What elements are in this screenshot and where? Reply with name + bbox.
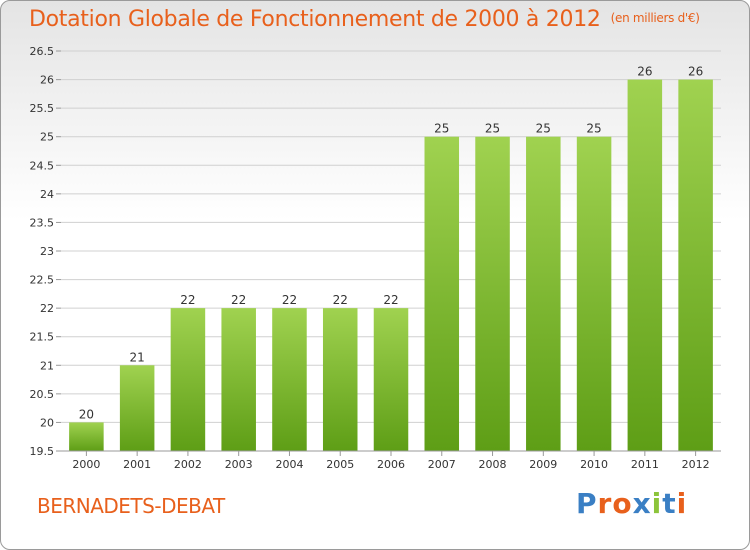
x-tick-label: 2006	[377, 458, 405, 471]
y-tick-label: 25	[40, 131, 54, 144]
bar-value-label: 21	[130, 350, 145, 364]
bar-value-label: 22	[231, 293, 246, 307]
x-tick-label: 2005	[326, 458, 354, 471]
bar-value-label: 25	[536, 122, 551, 136]
bar-2001	[119, 365, 155, 451]
bar-value-label: 22	[282, 293, 297, 307]
x-axis: 2000 2001 2002 2003 2004 2005 2006 2007 2008 2009…	[72, 451, 710, 471]
bar-value-label: 25	[586, 122, 601, 136]
x-tick-label: 2009	[529, 458, 557, 471]
x-tick-label: 2001	[123, 458, 151, 471]
bar-2010	[576, 136, 612, 451]
logo-letter: x	[632, 487, 652, 520]
logo-letter: o	[612, 487, 633, 520]
y-tick-label: 25.5	[30, 102, 55, 115]
logo-letter: t	[662, 487, 677, 520]
chart-title: Dotation Globale de Fonctionnement de 20…	[29, 7, 700, 32]
bar-2009	[526, 136, 561, 451]
x-tick-label: 2008	[479, 458, 507, 471]
bar-value-label: 22	[333, 293, 348, 307]
bars: 20 21 22 22 22 22 22 25 25 25 25 26 26	[69, 65, 713, 452]
bar-value-label: 25	[434, 122, 449, 136]
y-tick-label: 22.5	[30, 274, 55, 287]
x-tick-label: 2000	[72, 458, 100, 471]
y-axis: 19.5 20 20.5 21 21.5 22 22.5 23 23.5 24 24.5 25 25.5…	[30, 45, 61, 458]
x-tick-label: 2010	[580, 458, 608, 471]
logo-letter: i	[676, 487, 688, 520]
x-tick-label: 2002	[174, 458, 202, 471]
logo-letter: i	[651, 487, 663, 520]
y-tick-label: 24.5	[30, 159, 55, 172]
y-tick-label: 26	[40, 74, 54, 87]
x-tick-label: 2004	[275, 458, 303, 471]
y-tick-label: 26.5	[30, 45, 55, 58]
bar-2011	[627, 79, 663, 452]
bar-value-label: 22	[383, 293, 398, 307]
proxiti-logo: Proxiti	[576, 487, 687, 520]
y-tick-label: 21.5	[30, 331, 55, 344]
bar-2002	[170, 308, 206, 451]
bar-2003	[221, 308, 256, 451]
commune-name: BERNADETS-DEBAT	[37, 494, 225, 518]
bar-2006	[373, 308, 409, 451]
bar-value-label: 26	[688, 65, 703, 79]
y-tick-label: 24	[40, 188, 54, 201]
bar-2007	[424, 136, 460, 451]
bar-2005	[322, 308, 358, 451]
bar-value-label: 25	[485, 122, 500, 136]
bar-value-label: 22	[180, 293, 195, 307]
y-tick-label: 21	[40, 359, 54, 372]
y-tick-label: 23	[40, 245, 54, 258]
y-tick-label: 19.5	[30, 445, 55, 458]
logo-letter: P	[576, 487, 598, 520]
bar-2000	[69, 422, 104, 451]
bar-2008	[475, 136, 510, 451]
bar-2012	[678, 79, 713, 452]
y-tick-label: 23.5	[30, 216, 55, 229]
y-tick-label: 20.5	[30, 388, 55, 401]
chart-title-text: Dotation Globale de Fonctionnement de 20…	[29, 7, 601, 32]
bar-value-label: 20	[79, 407, 94, 421]
bar-value-label: 26	[637, 65, 652, 79]
y-tick-label: 22	[40, 302, 54, 315]
x-tick-label: 2007	[428, 458, 456, 471]
x-tick-label: 2012	[682, 458, 710, 471]
x-tick-label: 2003	[225, 458, 253, 471]
bar-2004	[272, 308, 307, 451]
logo-letter: r	[597, 487, 613, 520]
y-tick-label: 20	[40, 416, 54, 429]
chart-unit: (en milliers d'€)	[610, 11, 700, 25]
x-tick-label: 2011	[631, 458, 659, 471]
